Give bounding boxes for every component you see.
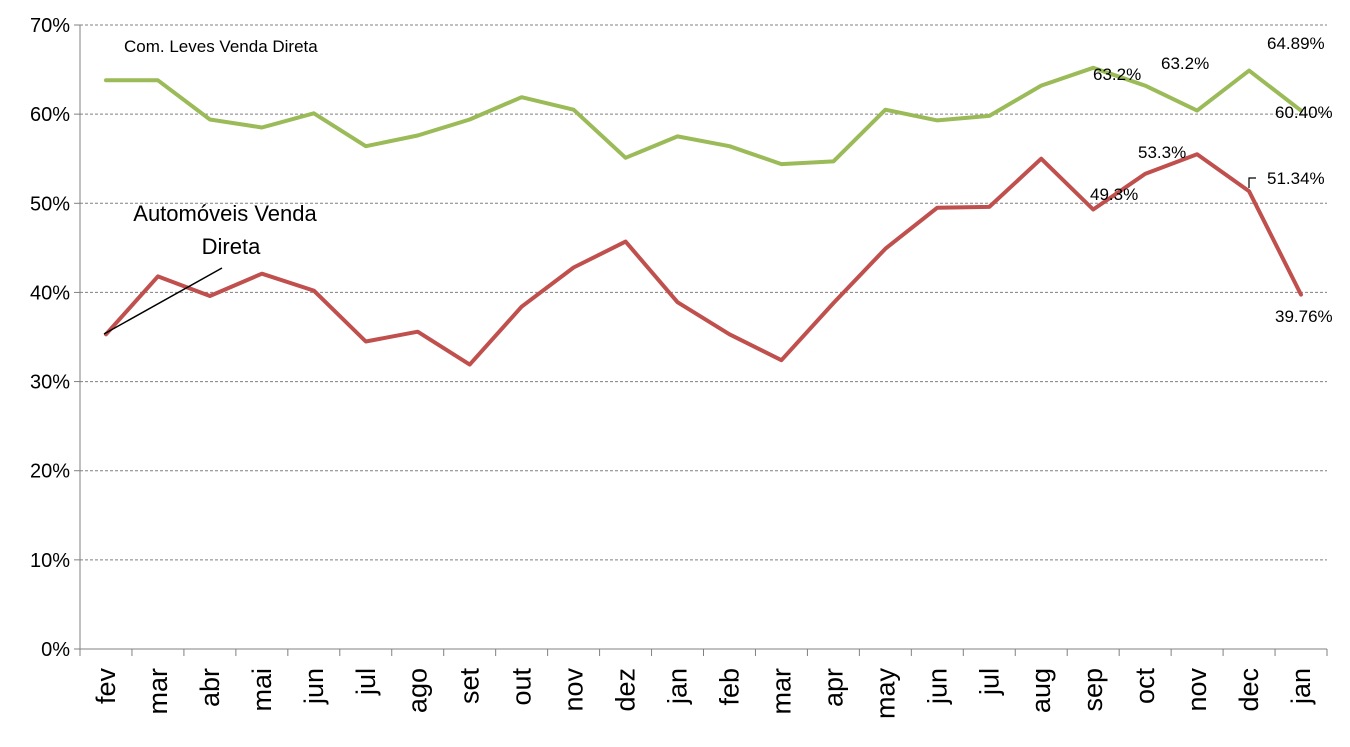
y-tick-label: 10%	[30, 550, 70, 572]
x-tick-label: dez	[611, 668, 641, 712]
x-tick-label: jun	[299, 668, 329, 705]
x-tick-label: jan	[1286, 668, 1316, 705]
x-tick-label: sep	[1078, 668, 1108, 712]
data-label-red-dec-leader	[1248, 177, 1256, 188]
gridlines	[80, 24, 1327, 561]
series-lines	[104, 65, 1303, 367]
x-tick-label: ago	[403, 668, 433, 713]
data-label-red-jan: 39.76%	[1275, 307, 1333, 326]
x-tick-label: set	[455, 668, 485, 705]
data-label-green-jan: 60.40%	[1275, 103, 1333, 122]
y-tick-label: 50%	[30, 193, 70, 215]
x-tick-label: mar	[766, 668, 796, 715]
x-tick-label: jun	[922, 668, 952, 705]
series-label-red-leader	[103, 267, 223, 335]
axes	[74, 24, 1328, 656]
y-tick-labels: 0% 10% 20% 30% 40% 50% 60% 70%	[30, 15, 70, 661]
data-label-green-dec: 64.89%	[1267, 34, 1325, 53]
x-tick-label: oct	[1130, 668, 1160, 705]
x-tick-label: mai	[247, 668, 277, 712]
x-tick-label: may	[870, 668, 900, 720]
data-label-red-dec: 51.34%	[1267, 169, 1325, 188]
x-tick-label: apr	[818, 668, 848, 707]
data-label-green-sep: 63.2%	[1093, 65, 1141, 84]
x-tick-labels: fev mar abr mai jun jul ago set out nov dez jan feb m…	[91, 668, 1316, 720]
x-tick-label: nov	[559, 668, 589, 712]
series-label-red-line2: Direta	[202, 234, 261, 259]
series-line-0	[104, 65, 1303, 167]
y-tick-label: 0%	[41, 639, 70, 661]
x-tick-label: mar	[143, 668, 173, 715]
x-tick-label: jul	[351, 668, 381, 696]
series-label-green: Com. Leves Venda Direta	[124, 37, 318, 56]
x-tick-label: out	[507, 668, 537, 706]
y-tick-label: 30%	[30, 372, 70, 394]
data-label-green-nov: 63.2%	[1161, 54, 1209, 73]
x-tick-label: nov	[1182, 668, 1212, 712]
data-label-red-sep: 49.3%	[1090, 185, 1138, 204]
series-line-1	[104, 152, 1303, 367]
y-tick-label: 70%	[30, 15, 70, 37]
x-tick-label: jan	[663, 668, 693, 705]
y-tick-label: 40%	[30, 282, 70, 304]
x-tick-label: abr	[195, 668, 225, 707]
y-tick-label: 60%	[30, 104, 70, 126]
x-tick-label: dec	[1234, 668, 1264, 712]
x-tick-label: jul	[974, 668, 1004, 696]
y-tick-label: 20%	[30, 461, 70, 483]
x-tick-label: feb	[714, 668, 744, 706]
x-tick-label: fev	[91, 668, 121, 705]
data-label-red-oct: 53.3%	[1138, 143, 1186, 162]
series-label-red-line1: Automóveis Venda	[133, 201, 317, 226]
x-tick-label: aug	[1026, 668, 1056, 713]
